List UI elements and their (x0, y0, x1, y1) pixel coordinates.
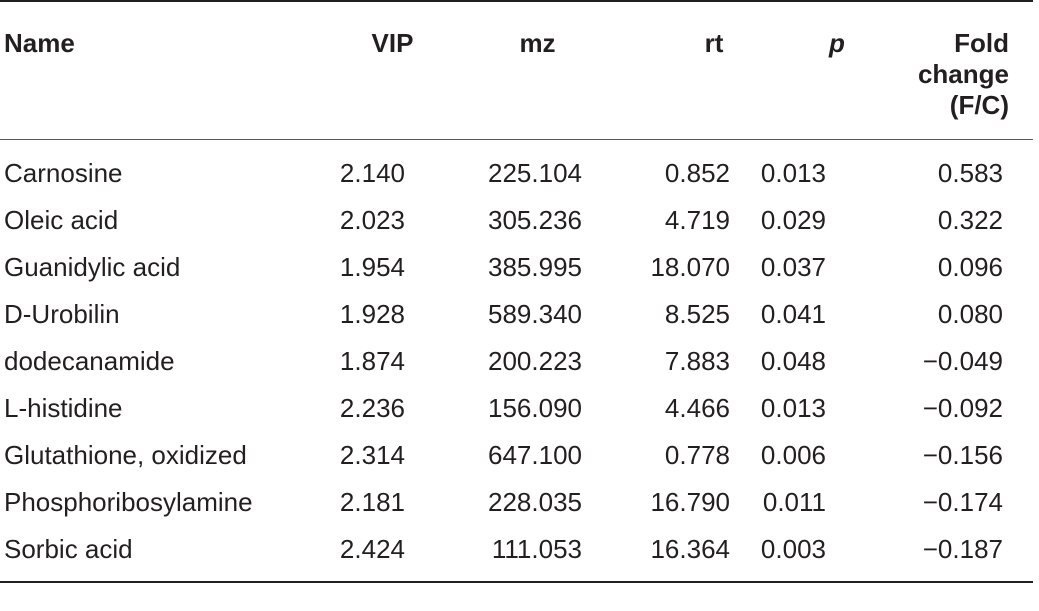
cell-fold-change: −0.049 (922, 346, 1003, 376)
cell-fold-change: −0.092 (922, 393, 1003, 423)
table-row: Sorbic acid 2.424 111.053 16.364 0.003 −… (0, 526, 1033, 582)
cell-rt: 7.883 (664, 346, 730, 376)
cell-p: 0.006 (760, 440, 826, 470)
cell-vip: 2.023 (339, 205, 405, 235)
cell-rt: 16.790 (650, 487, 730, 517)
cell-mz: 305.236 (488, 205, 582, 235)
metabolite-table: Name VIP mz rt p Fold change (F/C) Carno… (0, 0, 1033, 582)
cell-fold-change: 0.096 (937, 252, 1003, 282)
cell-mz: 589.340 (488, 299, 582, 329)
cell-name: Carnosine (4, 158, 123, 188)
cell-mz: 156.090 (488, 393, 582, 423)
column-header-p: p (758, 0, 886, 140)
table-row: Oleic acid 2.023 305.236 4.719 0.029 0.3… (0, 197, 1033, 244)
cell-mz: 385.995 (488, 252, 582, 282)
cell-name: Sorbic acid (4, 534, 133, 564)
cell-name: Guanidylic acid (4, 252, 181, 282)
table-row: Glutathione, oxidized 2.314 647.100 0.77… (0, 432, 1033, 479)
cell-p: 0.003 (760, 534, 826, 564)
fold-change-header-line2: change (917, 59, 1009, 89)
cell-vip: 2.181 (339, 487, 405, 517)
cell-vip: 2.236 (339, 393, 405, 423)
cell-p: 0.048 (760, 346, 826, 376)
cell-mz: 647.100 (488, 440, 582, 470)
cell-name: D-Urobilin (4, 299, 120, 329)
cell-fold-change: −0.156 (922, 440, 1003, 470)
cell-p: 0.037 (760, 252, 826, 282)
cell-p: 0.041 (760, 299, 826, 329)
table-row: Guanidylic acid 1.954 385.995 18.070 0.0… (0, 244, 1033, 291)
cell-fold-change: 0.322 (937, 205, 1003, 235)
table-header: Name VIP mz rt p Fold change (F/C) (0, 0, 1033, 140)
cell-p: 0.013 (760, 158, 826, 188)
cell-rt: 16.364 (650, 534, 730, 564)
cell-p: 0.029 (760, 205, 826, 235)
cell-fold-change: 0.583 (937, 158, 1003, 188)
table-row: D-Urobilin 1.928 589.340 8.525 0.041 0.0… (0, 291, 1033, 338)
table-row: L-histidine 2.236 156.090 4.466 0.013 −0… (0, 385, 1033, 432)
cell-vip: 1.928 (339, 299, 405, 329)
table-row: dodecanamide 1.874 200.223 7.883 0.048 −… (0, 338, 1033, 385)
column-header-mz: mz (435, 0, 610, 140)
cell-vip: 2.314 (339, 440, 405, 470)
metabolite-table-container: Name VIP mz rt p Fold change (F/C) Carno… (0, 0, 1033, 582)
cell-vip: 1.874 (339, 346, 405, 376)
cell-p: 0.013 (760, 393, 826, 423)
column-header-vip: VIP (300, 0, 435, 140)
cell-vip: 1.954 (339, 252, 405, 282)
fold-change-header-line1: Fold (954, 28, 1009, 58)
cell-fold-change: −0.174 (922, 487, 1003, 517)
cell-name: dodecanamide (4, 346, 175, 376)
cell-name: Phosphoribosylamine (4, 487, 253, 517)
table-row: Carnosine 2.140 225.104 0.852 0.013 0.58… (0, 140, 1033, 198)
cell-mz: 200.223 (488, 346, 582, 376)
cell-rt: 0.778 (664, 440, 730, 470)
cell-p: 0.011 (762, 487, 826, 517)
table-row: Phosphoribosylamine 2.181 228.035 16.790… (0, 479, 1033, 526)
cell-name: Oleic acid (4, 205, 119, 235)
cell-mz: 111.053 (491, 534, 582, 564)
column-header-name: Name (0, 0, 300, 140)
cell-name: Glutathione, oxidized (4, 440, 247, 470)
cell-rt: 4.466 (664, 393, 730, 423)
table-body: Carnosine 2.140 225.104 0.852 0.013 0.58… (0, 140, 1033, 582)
cell-rt: 0.852 (664, 158, 730, 188)
column-header-fold-change: Fold change (F/C) (886, 0, 1033, 140)
cell-mz: 228.035 (488, 487, 582, 517)
cell-rt: 4.719 (664, 205, 730, 235)
cell-vip: 2.424 (339, 534, 405, 564)
fold-change-header-line3: (F/C) (949, 90, 1009, 120)
cell-rt: 18.070 (650, 252, 730, 282)
column-header-rt: rt (610, 0, 758, 140)
cell-fold-change: −0.187 (922, 534, 1003, 564)
cell-rt: 8.525 (664, 299, 730, 329)
header-row: Name VIP mz rt p Fold change (F/C) (0, 0, 1033, 140)
cell-name: L-histidine (4, 393, 123, 423)
cell-vip: 2.140 (339, 158, 405, 188)
cell-mz: 225.104 (488, 158, 582, 188)
cell-fold-change: 0.080 (937, 299, 1003, 329)
